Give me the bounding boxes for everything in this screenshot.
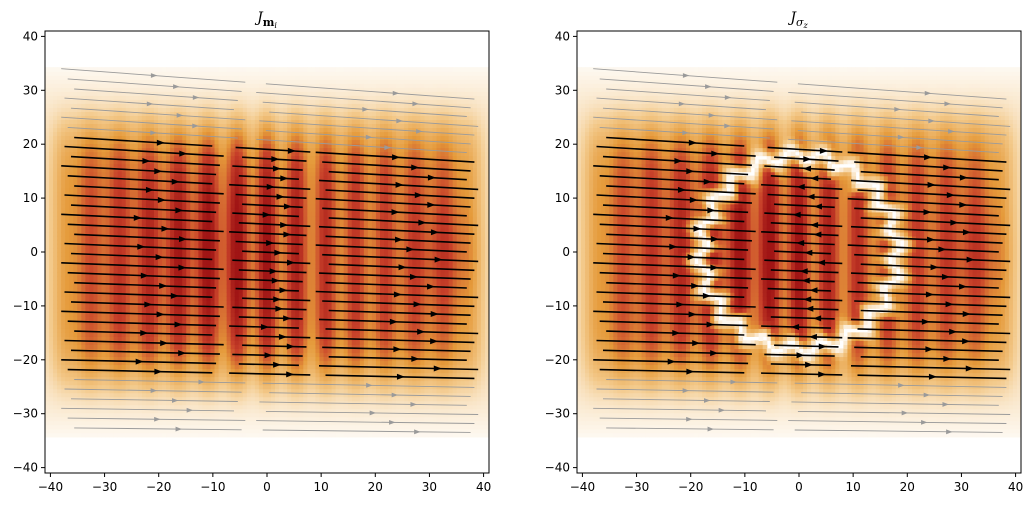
x-tick-label: 40 xyxy=(1008,480,1023,494)
x-tick-label: 30 xyxy=(954,480,969,494)
x-tick-label: −30 xyxy=(92,480,117,494)
x-tick-label: −40 xyxy=(38,480,63,494)
x-tick-label: 30 xyxy=(422,480,437,494)
panel-title: Jσz xyxy=(787,10,808,30)
x-tick-label: 40 xyxy=(476,480,491,494)
y-tick-label: −30 xyxy=(13,407,38,421)
y-tick-label: −40 xyxy=(13,461,38,475)
y-tick-label: 40 xyxy=(23,29,38,43)
x-tick-label: −20 xyxy=(146,480,171,494)
right-panel: −40 −30 −20 −10 0 10 20 30 40 40 30 20 10 0 −10 −20 −30 −… xyxy=(545,10,1024,494)
x-tick-label: −40 xyxy=(570,480,595,494)
y-tick-label: 0 xyxy=(30,245,38,259)
y-tick-label: 30 xyxy=(23,83,38,97)
heatmap xyxy=(45,67,489,438)
y-tick-label: −10 xyxy=(545,299,570,313)
streamlines xyxy=(61,68,479,435)
x-tick-label: 10 xyxy=(846,480,861,494)
streamlines xyxy=(593,68,1011,435)
x-tick-label: −20 xyxy=(678,480,703,494)
y-tick-label: −20 xyxy=(545,353,570,367)
x-tick-label: 0 xyxy=(795,480,803,494)
x-tick-label: 20 xyxy=(900,480,915,494)
y-tick-label: −30 xyxy=(545,407,570,421)
y-tick-label: 20 xyxy=(23,137,38,151)
y-tick-label: −20 xyxy=(13,353,38,367)
y-tick-label: 0 xyxy=(562,245,570,259)
y-tick-label: −10 xyxy=(13,299,38,313)
y-tick-label: 20 xyxy=(555,137,570,151)
x-tick-label: −10 xyxy=(732,480,757,494)
y-tick-label: 40 xyxy=(555,29,570,43)
x-tick-label: 20 xyxy=(368,480,383,494)
y-tick-label: 30 xyxy=(555,83,570,97)
y-tick-label: 10 xyxy=(555,191,570,205)
y-tick-label: −40 xyxy=(545,461,570,475)
left-panel: −40 −30 −20 −10 0 10 20 30 40 40 30 20 10 0 −10 −20 −30 −… xyxy=(13,10,492,494)
x-tick-label: 10 xyxy=(314,480,329,494)
x-tick-label: 0 xyxy=(263,480,271,494)
x-tick-label: −10 xyxy=(200,480,225,494)
y-tick-label: 10 xyxy=(23,191,38,205)
x-tick-label: −30 xyxy=(624,480,649,494)
panel-title: Jmi xyxy=(254,10,277,30)
